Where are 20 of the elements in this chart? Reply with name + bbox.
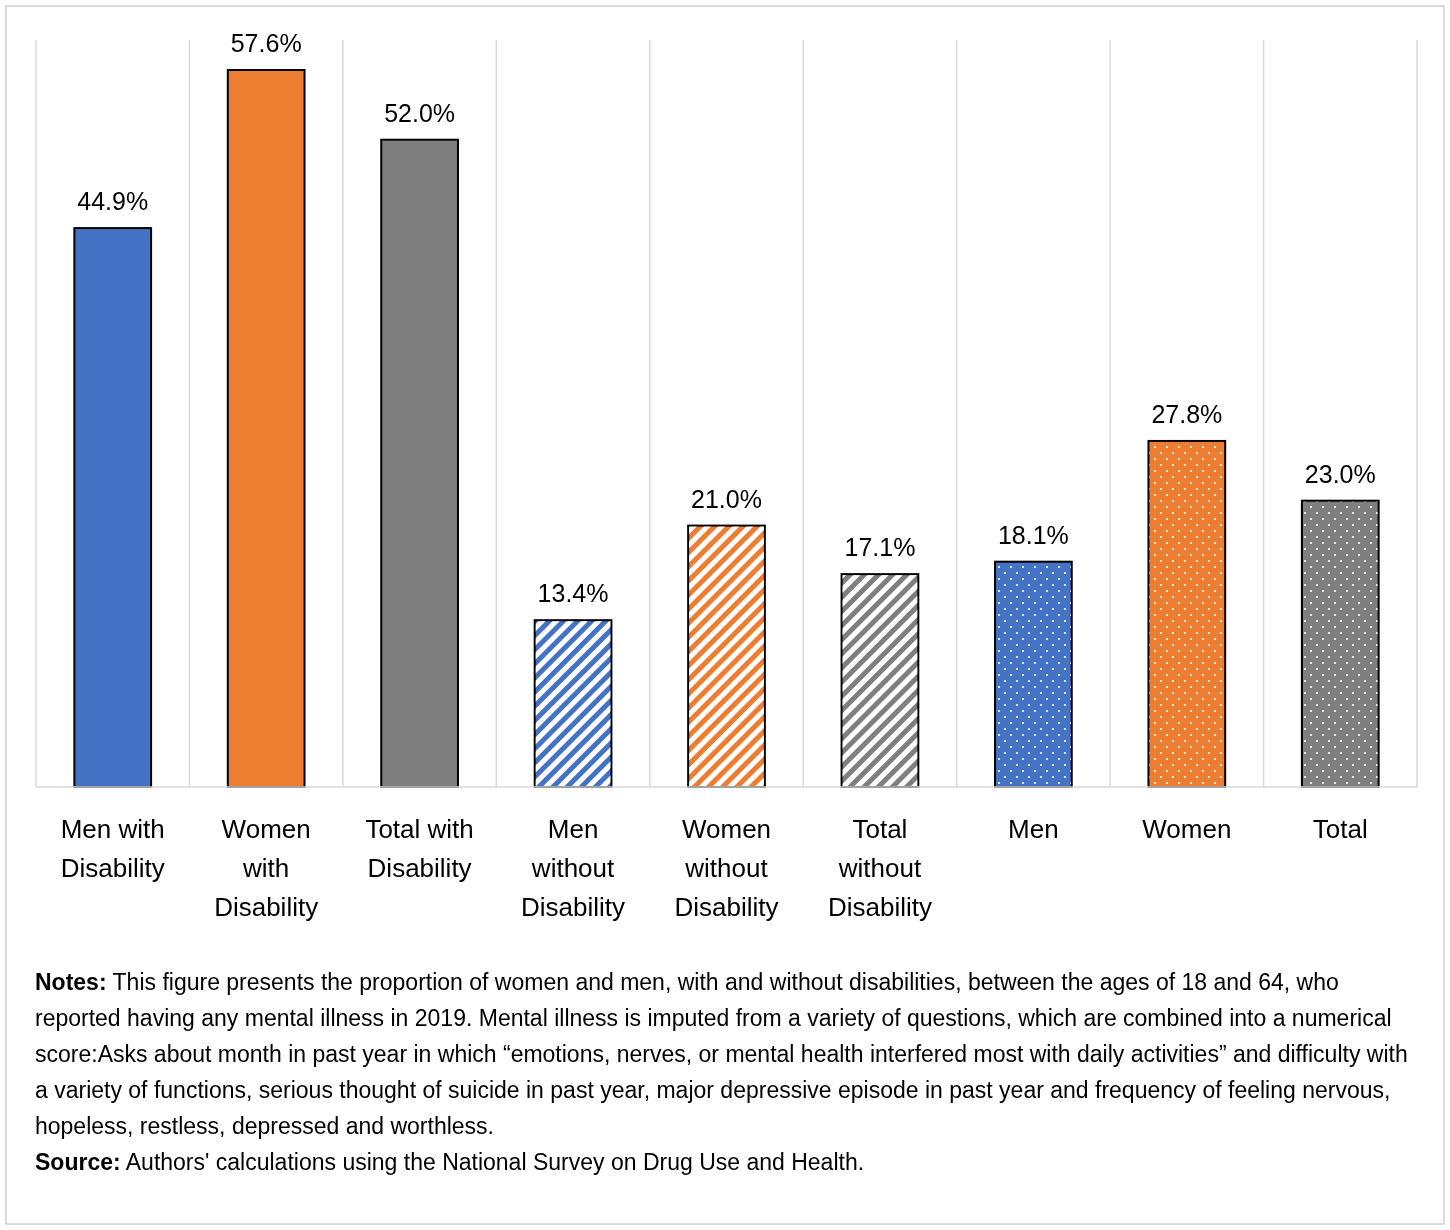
data-label: 52.0% [384, 98, 456, 127]
text: Notes: This figure presents the proportion of women and men, with and without disabilities, between the ages of 18 and 64, who reported having any mental illness in 2019. Mental illness is imputed from a variety of questions, which are combined into a numerical score:Asks about month in past year in which “emotions, nerves, or mental health interfered most with daily activities” and difficulty with a variety of functions, serious thought of suicide in past year, major depressive episode in past year and frequency of feeling nervous, hopeless, restless, depressed and worthless. [35, 969, 1408, 1139]
x-tick-label: Total [1312, 814, 1368, 844]
x-tick-label: Total without Disability [827, 814, 932, 922]
x-tick-label: Women [1142, 814, 1232, 844]
data-label: 57.6% [230, 29, 302, 57]
data-label: 27.8% [1151, 399, 1223, 428]
data-label: 18.1% [997, 520, 1069, 549]
text: Source: Authors' calculations using the National Survey on Drug Use and Health. [35, 1149, 865, 1175]
x-tick-label: Women without Disability [674, 814, 779, 922]
data-label: 17.1% [844, 533, 916, 562]
data-label: 23.0% [1304, 459, 1376, 488]
x-tick-label: Women with Disability [214, 814, 319, 922]
data-label: 21.0% [691, 484, 762, 513]
x-tick-label: Men with Disability [60, 814, 165, 883]
x-tick-label: Men without Disability [521, 814, 626, 922]
data-label: 13.4% [537, 579, 609, 608]
data-label: 44.9% [77, 187, 149, 216]
x-tick-label: Total with Disability [365, 814, 474, 883]
x-tick-label: Men [1008, 814, 1059, 844]
